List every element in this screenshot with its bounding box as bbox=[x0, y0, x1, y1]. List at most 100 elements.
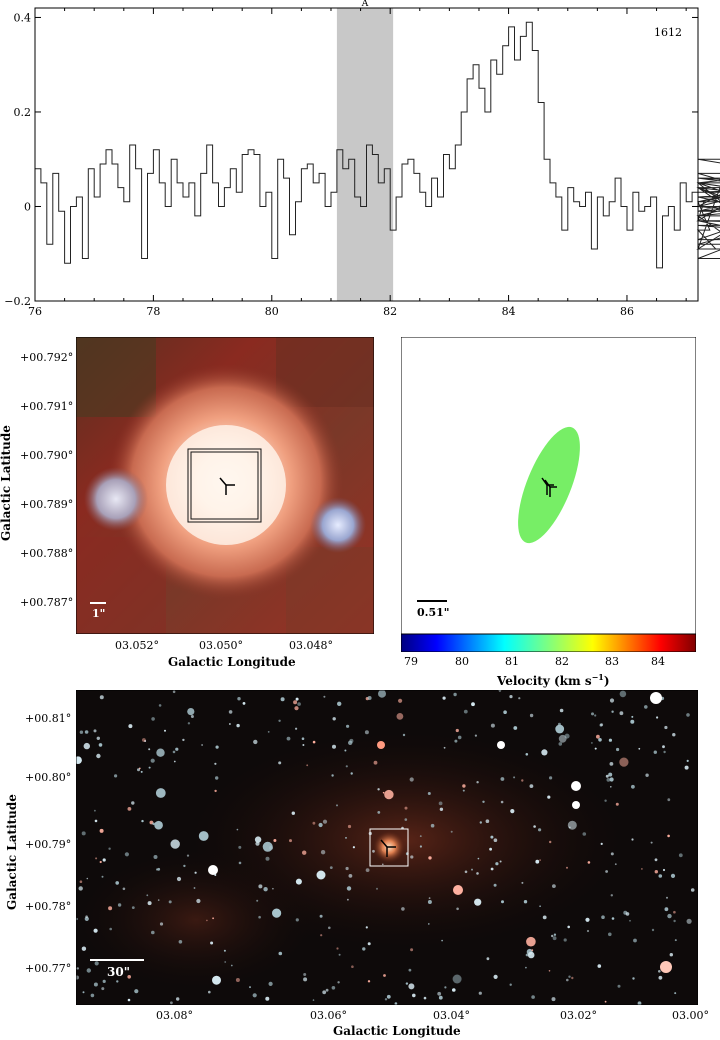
star bbox=[235, 978, 240, 982]
zoom-ytick: +00.791° bbox=[20, 400, 74, 413]
zoom-image: 1" bbox=[75, 336, 375, 635]
star bbox=[332, 744, 336, 749]
star bbox=[344, 749, 347, 752]
star bbox=[500, 777, 505, 781]
star bbox=[608, 738, 613, 742]
star bbox=[332, 717, 336, 721]
star bbox=[114, 774, 118, 778]
star bbox=[551, 997, 556, 1002]
star bbox=[617, 984, 621, 988]
star bbox=[265, 856, 270, 861]
star bbox=[348, 740, 353, 745]
star bbox=[294, 706, 299, 711]
star bbox=[173, 760, 176, 763]
star bbox=[641, 868, 643, 870]
scale-bar-label: 0.51" bbox=[417, 606, 450, 619]
star bbox=[673, 919, 676, 923]
star bbox=[443, 746, 446, 749]
star bbox=[224, 961, 227, 963]
star bbox=[214, 762, 217, 765]
star bbox=[345, 837, 347, 839]
star bbox=[124, 852, 129, 857]
velocity-colorbar bbox=[401, 634, 696, 652]
y-tick-label: 0 bbox=[24, 200, 31, 213]
star bbox=[81, 831, 86, 836]
star bbox=[542, 915, 547, 920]
scale-bar-label: 1" bbox=[92, 607, 105, 620]
colorbar-label-end: ) bbox=[603, 674, 610, 688]
star bbox=[686, 759, 689, 762]
star bbox=[396, 713, 404, 720]
star bbox=[101, 875, 104, 878]
star bbox=[563, 938, 567, 942]
star bbox=[86, 877, 89, 880]
star bbox=[409, 777, 414, 782]
star bbox=[493, 838, 498, 842]
star bbox=[150, 758, 155, 763]
star bbox=[182, 738, 185, 742]
star bbox=[278, 761, 282, 765]
bright-star bbox=[660, 961, 672, 973]
star bbox=[346, 724, 350, 728]
axis-ticks: 76 78 80 82 84 86 −0.2 0 0.2 0.4 bbox=[4, 8, 698, 318]
star bbox=[94, 961, 99, 966]
colorbar-tick: 84 bbox=[651, 655, 665, 668]
wide-xtick: 03.08° bbox=[156, 1009, 193, 1022]
zoom-ytick: +00.792° bbox=[20, 351, 74, 364]
star bbox=[478, 991, 482, 995]
star bbox=[439, 807, 444, 811]
star bbox=[586, 929, 590, 933]
wide-ytick: +00.78° bbox=[25, 900, 72, 913]
star bbox=[604, 1000, 607, 1003]
star bbox=[658, 975, 663, 980]
star bbox=[444, 986, 447, 989]
star bbox=[538, 828, 542, 832]
star bbox=[96, 753, 101, 759]
star bbox=[629, 919, 631, 922]
star bbox=[610, 894, 613, 897]
zoom-ytick: +00.789° bbox=[20, 498, 74, 511]
star bbox=[331, 774, 334, 777]
star bbox=[78, 886, 83, 891]
star bbox=[286, 736, 291, 741]
star bbox=[365, 926, 368, 929]
star bbox=[493, 974, 498, 979]
y-tick-label: 0.2 bbox=[14, 106, 32, 119]
star bbox=[566, 866, 568, 869]
star bbox=[140, 770, 143, 773]
star bbox=[404, 818, 408, 821]
star bbox=[552, 884, 556, 888]
star bbox=[236, 828, 239, 831]
x-tick-label: 86 bbox=[620, 305, 634, 318]
star bbox=[523, 900, 528, 904]
star bbox=[666, 896, 668, 899]
star bbox=[320, 934, 323, 937]
star bbox=[452, 988, 456, 992]
star bbox=[345, 765, 348, 768]
x-tick-label: 78 bbox=[146, 305, 160, 318]
star bbox=[376, 887, 378, 890]
star bbox=[650, 841, 653, 844]
star bbox=[212, 975, 221, 985]
star bbox=[619, 690, 627, 698]
star bbox=[518, 697, 521, 700]
star bbox=[430, 823, 435, 828]
star bbox=[198, 831, 209, 841]
source-marker-icon bbox=[219, 477, 235, 495]
star bbox=[600, 723, 604, 727]
star bbox=[325, 988, 329, 992]
star bbox=[669, 953, 673, 957]
star bbox=[441, 939, 443, 942]
star bbox=[684, 765, 689, 770]
star bbox=[93, 729, 97, 733]
colorbar-label-main: Velocity (km s bbox=[497, 674, 592, 688]
zoom-xtick: 03.048° bbox=[289, 639, 333, 652]
star bbox=[457, 735, 462, 740]
star bbox=[596, 734, 600, 739]
star bbox=[549, 776, 553, 780]
star bbox=[201, 744, 203, 746]
zoom-xlabel: Galactic Longitude bbox=[168, 655, 296, 669]
star bbox=[252, 993, 257, 998]
star bbox=[412, 993, 416, 998]
star bbox=[238, 845, 242, 849]
